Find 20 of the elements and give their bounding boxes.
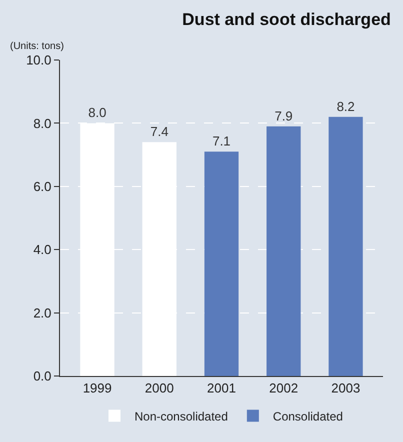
y-axis-title: (Units: tons) (10, 41, 64, 52)
legend-label: Consolidated (272, 409, 343, 424)
y-tick-label: 2.0 (33, 305, 52, 320)
data-label: 8.2 (336, 98, 355, 114)
x-tick-label: 1999 (82, 380, 112, 396)
x-tick-label: 2001 (207, 380, 236, 396)
data-label: 7.4 (150, 124, 168, 140)
y-tick-label: 8.0 (33, 116, 52, 131)
data-label: 8.0 (88, 105, 106, 120)
y-tick-label: 4.0 (33, 242, 52, 258)
x-tick-label: 2000 (144, 380, 174, 396)
y-tick-label: 10.0 (26, 52, 52, 68)
data-label: 7.9 (274, 108, 293, 124)
y-tick-label: 6.0 (33, 178, 52, 194)
legend-label: Non-consolidated (134, 409, 228, 424)
y-tick-label: 0.0 (33, 368, 52, 384)
data-label: 7.1 (212, 134, 231, 149)
x-tick-label: 2003 (331, 380, 360, 396)
x-tick-label: 2002 (269, 380, 298, 396)
chart-title: Dust and soot discharged (182, 10, 391, 30)
